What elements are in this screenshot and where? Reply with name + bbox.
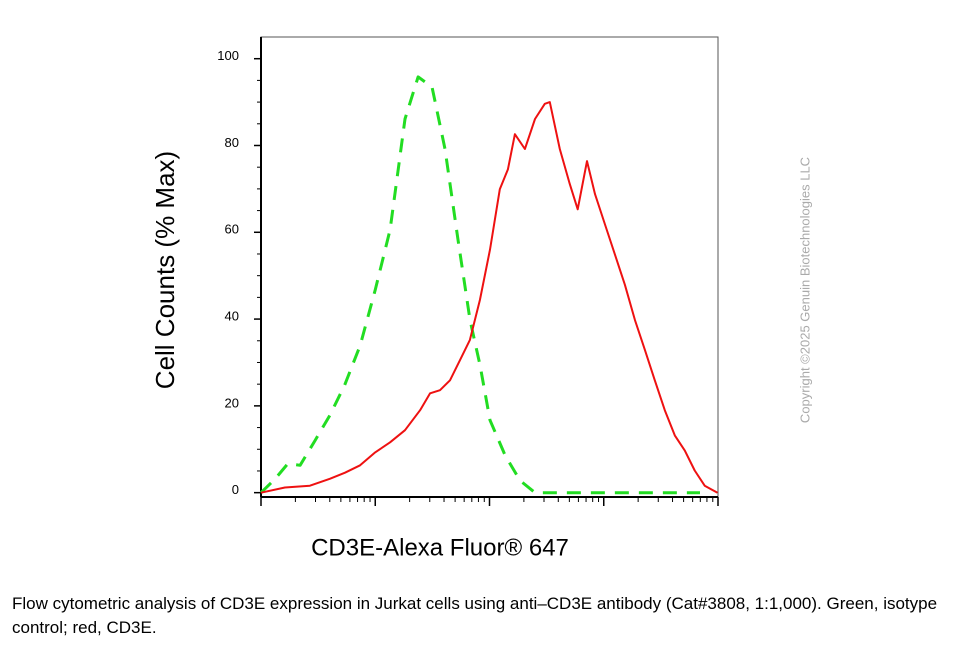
y-tick-label: 80 xyxy=(225,135,239,150)
y-tick-label: 20 xyxy=(225,395,239,410)
y-tick-label: 40 xyxy=(225,309,239,324)
series-line xyxy=(259,75,700,495)
plot-frame xyxy=(260,36,719,498)
copyright: Copyright ©2025 Genuin Biotechnologies L… xyxy=(797,157,812,423)
chart: Cell Counts (% Max) CD3E-Alexa Fluor® 64… xyxy=(150,36,812,561)
y-tick-label: 0 xyxy=(232,482,239,497)
y-tick-label: 60 xyxy=(225,222,239,237)
caption: Flow cytometric analysis of CD3E express… xyxy=(12,594,938,637)
y-axis-label: Cell Counts (% Max) xyxy=(150,151,180,389)
x-axis-label: CD3E-Alexa Fluor® 647 xyxy=(311,534,569,561)
series-line xyxy=(260,101,718,494)
y-tick-label: 100 xyxy=(217,48,239,63)
